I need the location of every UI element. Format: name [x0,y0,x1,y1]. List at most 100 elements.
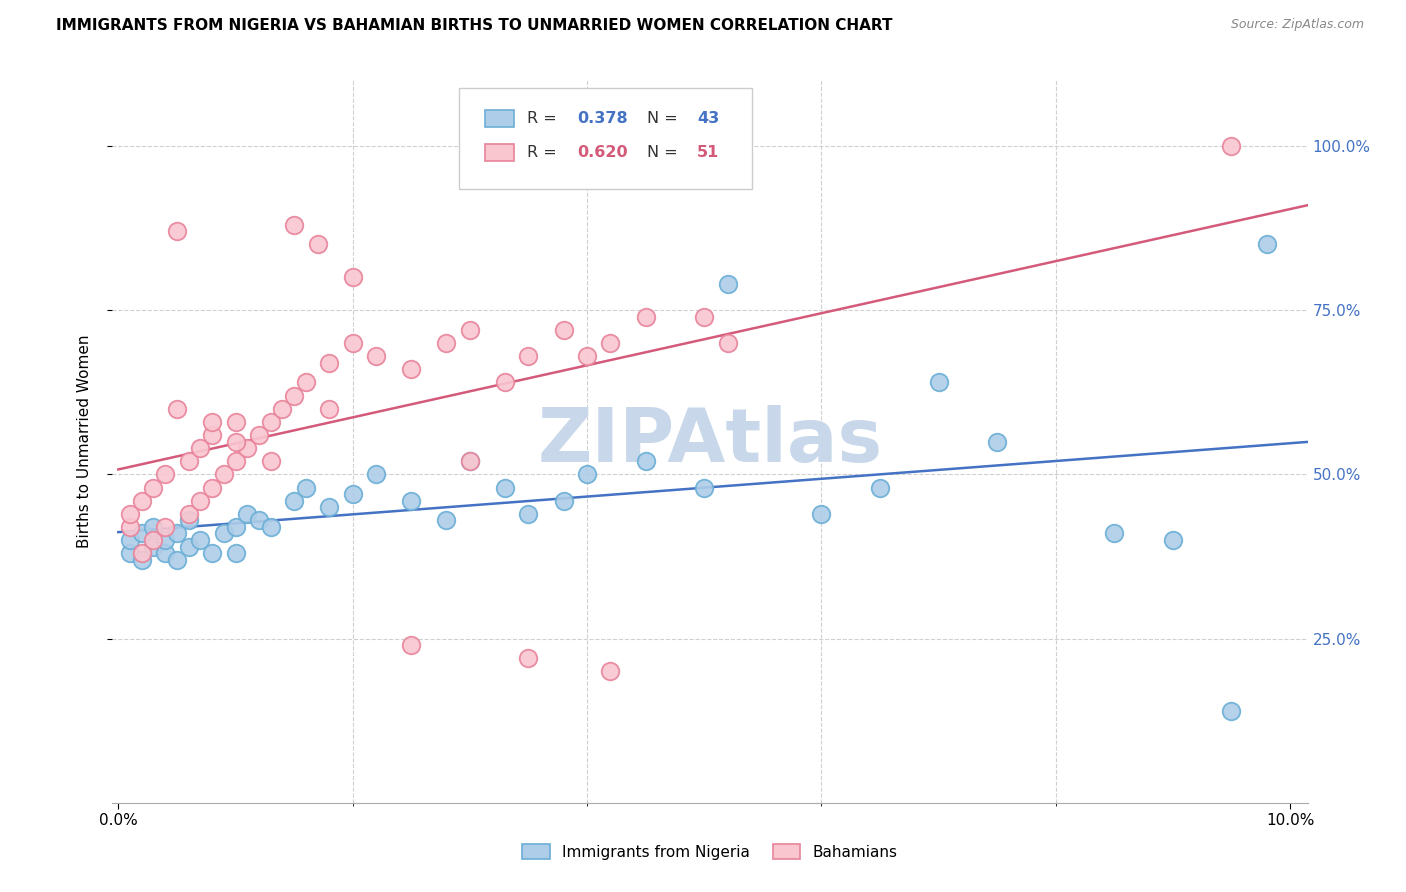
Point [142,540,165,554]
Point [576,467,599,482]
Point [120,533,141,547]
Point [225,454,247,468]
Point [869,481,891,495]
FancyBboxPatch shape [458,87,752,189]
Point [342,270,364,285]
Point [717,277,740,291]
Point [131,553,153,567]
Point [401,493,423,508]
Point [1104,526,1126,541]
FancyBboxPatch shape [485,110,515,128]
Point [553,323,575,337]
Point [177,540,200,554]
Point [120,520,141,534]
Point [295,376,318,390]
Point [166,224,188,238]
Point [1220,139,1243,153]
Point [693,310,716,324]
Point [225,546,247,560]
Point [283,493,305,508]
Point [401,362,423,376]
Text: R =: R = [527,145,562,160]
Point [188,533,212,547]
Point [928,376,950,390]
Point [634,310,657,324]
Point [225,434,247,449]
Text: 0.378: 0.378 [578,112,628,126]
Text: N =: N = [647,145,682,160]
Point [517,349,540,363]
Point [166,553,188,567]
Text: ZIPAtlas: ZIPAtlas [537,405,883,478]
Point [342,336,364,351]
Point [259,520,281,534]
Point [155,467,177,482]
Point [247,513,270,527]
Point [201,546,224,560]
Point [318,356,340,370]
Point [201,481,224,495]
Point [283,388,305,402]
Point [177,454,200,468]
Point [458,323,481,337]
Point [247,428,270,442]
Point [318,401,340,416]
Point [494,376,516,390]
Point [295,481,318,495]
Text: 0.620: 0.620 [578,145,628,160]
Point [201,415,224,429]
Point [131,526,153,541]
Point [166,401,188,416]
Point [810,507,832,521]
Point [553,493,575,508]
Legend: Immigrants from Nigeria, Bahamians: Immigrants from Nigeria, Bahamians [515,836,905,867]
Point [177,513,200,527]
Point [599,336,621,351]
Point [188,441,212,455]
Point [436,336,458,351]
Point [259,415,281,429]
Point [142,520,165,534]
Point [155,533,177,547]
Point [225,415,247,429]
Point [271,401,294,416]
Point [131,493,153,508]
Text: IMMIGRANTS FROM NIGERIA VS BAHAMIAN BIRTHS TO UNMARRIED WOMEN CORRELATION CHART: IMMIGRANTS FROM NIGERIA VS BAHAMIAN BIRT… [56,18,893,33]
Point [693,481,716,495]
Point [576,349,599,363]
Text: N =: N = [647,112,682,126]
Point [120,546,141,560]
Point [155,546,177,560]
Point [177,507,200,521]
Point [634,454,657,468]
Point [458,454,481,468]
Point [599,665,621,679]
Point [494,481,516,495]
Point [259,454,281,468]
Point [131,546,153,560]
Point [717,336,740,351]
Text: R =: R = [527,112,562,126]
Point [1161,533,1184,547]
Text: 51: 51 [697,145,718,160]
Y-axis label: Births to Unmarried Women: Births to Unmarried Women [77,334,91,549]
Point [401,638,423,652]
Point [318,500,340,515]
Point [212,526,235,541]
Point [1256,237,1278,252]
Point [986,434,1008,449]
Point [155,520,177,534]
Point [517,507,540,521]
Point [342,487,364,501]
Point [166,526,188,541]
Point [458,454,481,468]
Point [142,481,165,495]
Point [307,237,329,252]
Point [236,441,259,455]
Point [188,493,212,508]
FancyBboxPatch shape [485,144,515,161]
Point [1220,704,1243,718]
Point [120,507,141,521]
Point [201,428,224,442]
Point [225,520,247,534]
